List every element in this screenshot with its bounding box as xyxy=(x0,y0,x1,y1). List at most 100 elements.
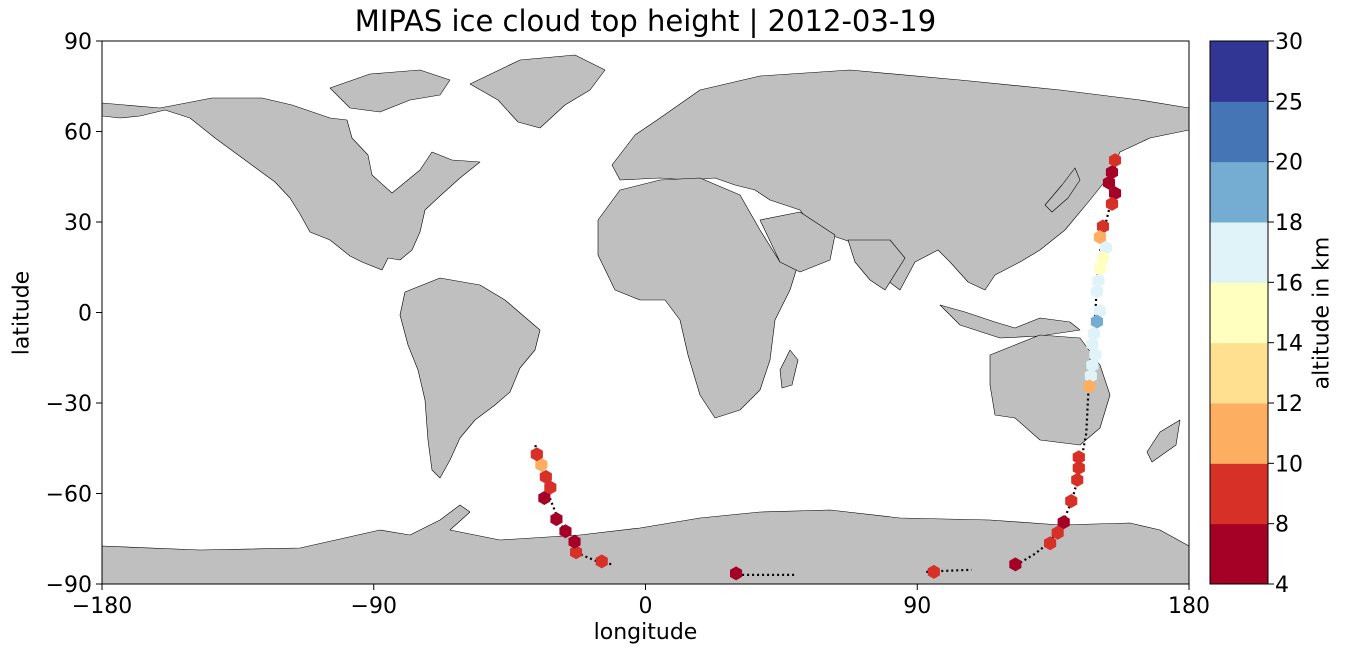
cloud-point-12 xyxy=(1093,304,1106,318)
cloud-point-21 xyxy=(1072,460,1085,475)
cloud-point-14 xyxy=(1087,326,1100,341)
cloud-point-1 xyxy=(1105,165,1119,180)
x-tick-label-3: 90 xyxy=(903,594,931,619)
x-tick-label-0: −180 xyxy=(72,594,132,619)
colorbar: 4 8 10 12 14 16 18 20 25 30 xyxy=(1209,30,1303,598)
cloud-point-7 xyxy=(1099,240,1112,255)
land-new-zealand xyxy=(1146,419,1181,463)
colorbar-segment-7 xyxy=(1210,101,1268,163)
cloud-points xyxy=(530,153,1122,581)
colorbar-segment-1 xyxy=(1210,463,1268,525)
y-tick-label-3: 0 xyxy=(78,302,92,327)
cloud-point-0 xyxy=(1109,153,1122,168)
colorbar-tick-label-3: 12 xyxy=(1275,392,1303,417)
cloud-point-13 xyxy=(1090,314,1103,329)
land-arabia xyxy=(759,211,836,273)
colorbar-tick-label-4: 14 xyxy=(1275,332,1303,357)
cloud-point-37 xyxy=(539,469,552,484)
y-axis-label: latitude xyxy=(9,270,35,356)
y-tick-label-2: 30 xyxy=(64,211,92,236)
y-tick-label-4: −30 xyxy=(46,392,92,417)
cloud-point-39 xyxy=(530,447,543,462)
colorbar-label: altitude in km xyxy=(1309,236,1335,390)
cloud-point-27 xyxy=(1009,557,1022,572)
cloud-point-19 xyxy=(1083,379,1096,394)
x-tick-label-2: 0 xyxy=(639,594,653,619)
colorbar-tick-label-5: 16 xyxy=(1275,271,1303,296)
cloud-point-5 xyxy=(1096,219,1109,234)
colorbar-segment-6 xyxy=(1210,161,1268,223)
x-tick-label-4: 180 xyxy=(1168,594,1210,619)
cloud-point-6 xyxy=(1093,230,1106,245)
land-japan xyxy=(1044,167,1081,213)
x-axis-ticks: −180 −90 0 90 180 xyxy=(72,584,1210,619)
cloud-point-17 xyxy=(1086,358,1099,373)
cloud-point-26 xyxy=(1044,536,1057,551)
cloud-point-34 xyxy=(550,512,563,527)
land-eurasia xyxy=(611,69,1190,291)
cloud-point-30 xyxy=(595,554,608,569)
colorbar-tick-label-8: 25 xyxy=(1275,90,1303,115)
colorbar-tick-label-6: 18 xyxy=(1275,211,1303,236)
cloud-point-35 xyxy=(538,491,551,505)
cloud-point-23 xyxy=(1065,494,1078,508)
cloud-point-33 xyxy=(559,524,572,539)
colorbar-segment-4 xyxy=(1210,282,1268,344)
cloud-point-29 xyxy=(730,566,743,581)
land-greenland xyxy=(469,54,606,129)
cloud-point-32 xyxy=(568,534,581,549)
land-madagascar xyxy=(779,349,799,389)
y-tick-label-1: 60 xyxy=(64,121,92,146)
colorbar-tick-label-0: 4 xyxy=(1275,573,1289,598)
cloud-point-2 xyxy=(1102,175,1115,190)
cloud-point-24 xyxy=(1057,515,1070,530)
colorbar-tick-label-2: 10 xyxy=(1275,452,1303,477)
cloud-point-9 xyxy=(1093,261,1106,276)
y-tick-label-6: −90 xyxy=(46,573,92,598)
colorbar-tick-label-1: 8 xyxy=(1275,513,1289,538)
cloud-point-15 xyxy=(1086,337,1099,352)
land-indonesia xyxy=(939,304,1081,339)
chart-title: MIPAS ice cloud top height | 2012-03-19 xyxy=(354,4,937,38)
cloud-point-38 xyxy=(535,457,548,472)
land-north-america xyxy=(101,97,481,271)
colorbar-segment-2 xyxy=(1210,403,1268,464)
y-tick-label-5: −60 xyxy=(46,483,92,508)
colorbar-frame xyxy=(1209,40,1269,585)
land-australia xyxy=(989,334,1111,446)
x-tick-label-1: −90 xyxy=(351,594,397,619)
cloud-point-22 xyxy=(1071,472,1084,487)
cloud-point-18 xyxy=(1084,368,1097,383)
land-arctic-islands xyxy=(329,69,451,113)
colorbar-tick-label-7: 20 xyxy=(1275,151,1303,176)
land-antarctica xyxy=(101,504,1190,585)
cloud-point-16 xyxy=(1089,347,1102,362)
colorbar-segment-0 xyxy=(1210,523,1268,585)
land-layer xyxy=(101,54,1190,585)
cloud-point-8 xyxy=(1096,251,1109,266)
colorbar-segment-8 xyxy=(1210,41,1268,102)
cloud-point-31 xyxy=(570,545,583,560)
y-tick-label-0: 90 xyxy=(64,30,92,55)
land-south-america xyxy=(399,277,541,479)
x-axis-label: longitude xyxy=(593,620,698,645)
colorbar-segment-3 xyxy=(1210,342,1268,404)
cloud-point-11 xyxy=(1090,284,1103,299)
cloud-point-25 xyxy=(1051,525,1064,540)
cloud-point-28 xyxy=(927,564,940,579)
colorbar-segments xyxy=(1210,41,1268,585)
cloud-point-36 xyxy=(544,480,557,495)
y-axis-ticks: 90 60 30 0 −30 −60 −90 xyxy=(46,30,102,598)
colorbar-tick-label-9: 30 xyxy=(1275,30,1303,55)
cloud-point-20 xyxy=(1072,450,1085,465)
cloud-point-3 xyxy=(1109,186,1122,201)
cloud-point-4 xyxy=(1105,196,1119,211)
colorbar-segment-5 xyxy=(1210,222,1268,283)
land-india xyxy=(847,239,906,291)
colorbar-ticks: 4 8 10 12 14 16 18 20 25 30 xyxy=(1268,30,1303,598)
cloud-point-10 xyxy=(1092,273,1105,288)
land-africa xyxy=(597,177,801,419)
